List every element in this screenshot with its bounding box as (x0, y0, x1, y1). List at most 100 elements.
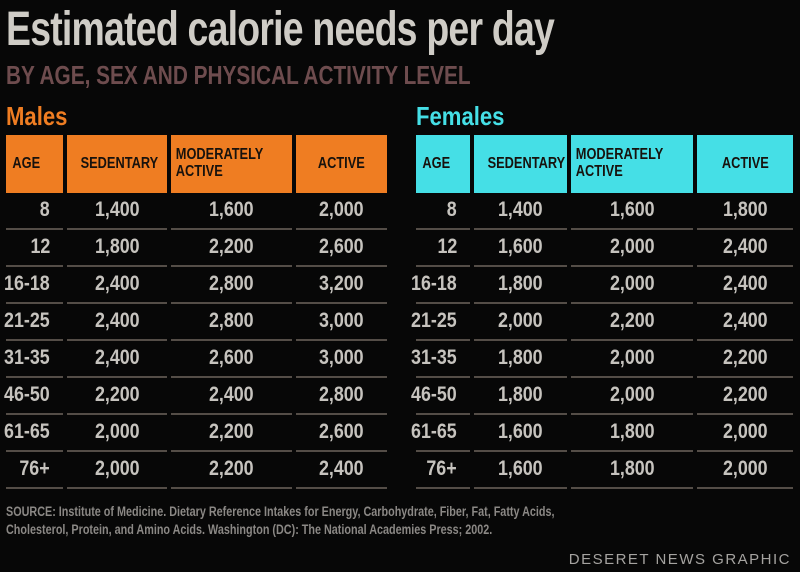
females-table-body: 8 1,400 1,600 1,800 12 1,600 2,000 2,400 16-18 1,… (411, 193, 793, 489)
males-column-header-moderately-active: MODERATELY ACTIVE (171, 134, 292, 193)
value-cell: 1,800 (474, 378, 567, 415)
age-cell: 21-25 (411, 304, 470, 341)
females-column-header-sedentary: SEDENTARY (474, 134, 567, 193)
value-cell: 3,000 (296, 304, 387, 341)
source-line-1: SOURCE: Institute of Medicine. Dietary R… (6, 503, 555, 519)
males-column-header-active: ACTIVE (296, 134, 387, 193)
age-cell: 8 (6, 193, 63, 230)
males-table-body: 8 1,400 1,600 2,000 12 1,800 2,200 2,600 16-18 2,… (4, 193, 387, 489)
value-cell: 2,000 (296, 193, 387, 230)
value-cell: 2,800 (171, 267, 292, 304)
table-row: 21-25 2,000 2,200 2,400 (411, 304, 793, 341)
value-cell: 2,400 (296, 452, 387, 489)
value-cell: 2,000 (571, 267, 693, 304)
value-cell: 1,800 (67, 230, 167, 267)
column-header-label: ACTIVE (721, 154, 769, 172)
table-row: 12 1,800 2,200 2,600 (6, 230, 387, 267)
value-cell: 2,200 (697, 378, 793, 415)
value-cell: 2,000 (697, 415, 793, 452)
value-cell: 2,000 (571, 341, 693, 378)
value-cell: 2,400 (697, 230, 793, 267)
males-table-label: Males (6, 100, 68, 131)
value-cell: 1,600 (171, 193, 292, 230)
table-row: 76+ 2,000 2,200 2,400 (6, 452, 387, 489)
value-cell: 2,400 (67, 304, 167, 341)
value-cell: 3,200 (296, 267, 387, 304)
column-header-label: SEDENTARY (487, 154, 566, 172)
females-table: Females AGE SEDENTARY MODERATELY ACTIVE … (411, 100, 793, 489)
value-cell: 1,800 (571, 415, 693, 452)
value-cell: 2,400 (67, 341, 167, 378)
table-row: 46-50 2,200 2,400 2,800 (4, 378, 387, 415)
value-cell: 3,000 (296, 341, 387, 378)
age-cell: 12 (416, 230, 470, 267)
value-cell: 2,600 (296, 415, 387, 452)
males-column-header-age: AGE (6, 134, 63, 193)
value-cell: 2,000 (571, 378, 693, 415)
value-cell: 1,800 (571, 452, 693, 489)
graphic-credit: DESERET NEWS GRAPHIC (568, 551, 791, 568)
value-cell: 2,600 (296, 230, 387, 267)
table-row: 16-18 1,800 2,000 2,400 (411, 267, 793, 304)
females-column-header-moderately-active: MODERATELY ACTIVE (571, 134, 693, 193)
females-header-row: AGE SEDENTARY MODERATELY ACTIVE ACTIVE (416, 134, 793, 193)
table-row: 46-50 1,800 2,000 2,200 (411, 378, 793, 415)
table-row: 8 1,400 1,600 2,000 (6, 193, 387, 230)
source-note: SOURCE: Institute of Medicine. Dietary R… (6, 503, 635, 538)
value-cell: 1,600 (474, 415, 567, 452)
value-cell: 1,800 (474, 341, 567, 378)
females-column-header-active: ACTIVE (697, 134, 793, 193)
value-cell: 2,600 (171, 341, 292, 378)
age-cell: 76+ (6, 452, 63, 489)
column-header-label: SEDENTARY (80, 154, 159, 172)
value-cell: 2,000 (67, 452, 167, 489)
column-header-label: AGE (422, 154, 451, 172)
value-cell: 2,000 (571, 230, 693, 267)
age-cell: 16-18 (4, 267, 63, 304)
value-cell: 1,800 (697, 193, 793, 230)
value-cell: 2,200 (697, 341, 793, 378)
age-cell: 12 (6, 230, 63, 267)
value-cell: 2,800 (171, 304, 292, 341)
value-cell: 2,200 (171, 452, 292, 489)
value-cell: 2,400 (67, 267, 167, 304)
table-row: 12 1,600 2,000 2,400 (416, 230, 793, 267)
table-row: 31-35 2,400 2,600 3,000 (4, 341, 387, 378)
column-header-label: MODERATELY ACTIVE (575, 146, 664, 180)
column-header-label: MODERATELY ACTIVE (175, 146, 264, 180)
page-title: Estimated calorie needs per day (6, 3, 555, 56)
age-cell: 21-25 (4, 304, 63, 341)
table-row: 76+ 1,600 1,800 2,000 (416, 452, 793, 489)
table-row: 61-65 2,000 2,200 2,600 (4, 415, 387, 452)
value-cell: 2,400 (697, 267, 793, 304)
females-table-label: Females (416, 100, 505, 131)
value-cell: 1,600 (474, 230, 567, 267)
table-row: 8 1,400 1,600 1,800 (416, 193, 793, 230)
value-cell: 2,000 (67, 415, 167, 452)
value-cell: 1,600 (571, 193, 693, 230)
column-header-label: ACTIVE (318, 154, 365, 172)
age-cell: 76+ (416, 452, 470, 489)
table-row: 21-25 2,400 2,800 3,000 (4, 304, 387, 341)
column-header-label: AGE (12, 154, 41, 172)
age-cell: 31-35 (4, 341, 63, 378)
males-header-row: AGE SEDENTARY MODERATELY ACTIVE ACTIVE (6, 134, 387, 193)
males-column-header-sedentary: SEDENTARY (67, 134, 167, 193)
value-cell: 2,200 (571, 304, 693, 341)
males-table: Males AGE SEDENTARY MODERATELY ACTIVE AC… (4, 100, 387, 489)
value-cell: 2,200 (171, 415, 292, 452)
value-cell: 1,600 (474, 452, 567, 489)
value-cell: 1,400 (67, 193, 167, 230)
table-row: 16-18 2,400 2,800 3,200 (4, 267, 387, 304)
tables-area: Males AGE SEDENTARY MODERATELY ACTIVE AC… (4, 100, 793, 489)
value-cell: 2,200 (171, 230, 292, 267)
age-cell: 16-18 (411, 267, 470, 304)
value-cell: 1,400 (474, 193, 567, 230)
age-cell: 61-65 (411, 415, 470, 452)
age-cell: 61-65 (4, 415, 63, 452)
age-cell: 46-50 (4, 378, 63, 415)
age-cell: 46-50 (411, 378, 470, 415)
table-row: 61-65 1,600 1,800 2,000 (411, 415, 793, 452)
value-cell: 2,000 (697, 452, 793, 489)
